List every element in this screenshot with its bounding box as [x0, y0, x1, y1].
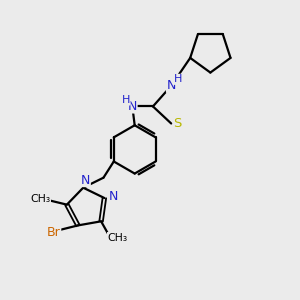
Text: CH₃: CH₃	[30, 194, 50, 204]
Text: N: N	[81, 173, 90, 187]
Text: H: H	[173, 74, 182, 84]
Text: CH₃: CH₃	[107, 232, 128, 242]
Text: N: N	[128, 100, 137, 113]
Text: N: N	[167, 79, 176, 92]
Text: H: H	[122, 95, 130, 105]
Text: Br: Br	[47, 226, 61, 239]
Text: N: N	[109, 190, 118, 203]
Text: S: S	[173, 117, 182, 130]
